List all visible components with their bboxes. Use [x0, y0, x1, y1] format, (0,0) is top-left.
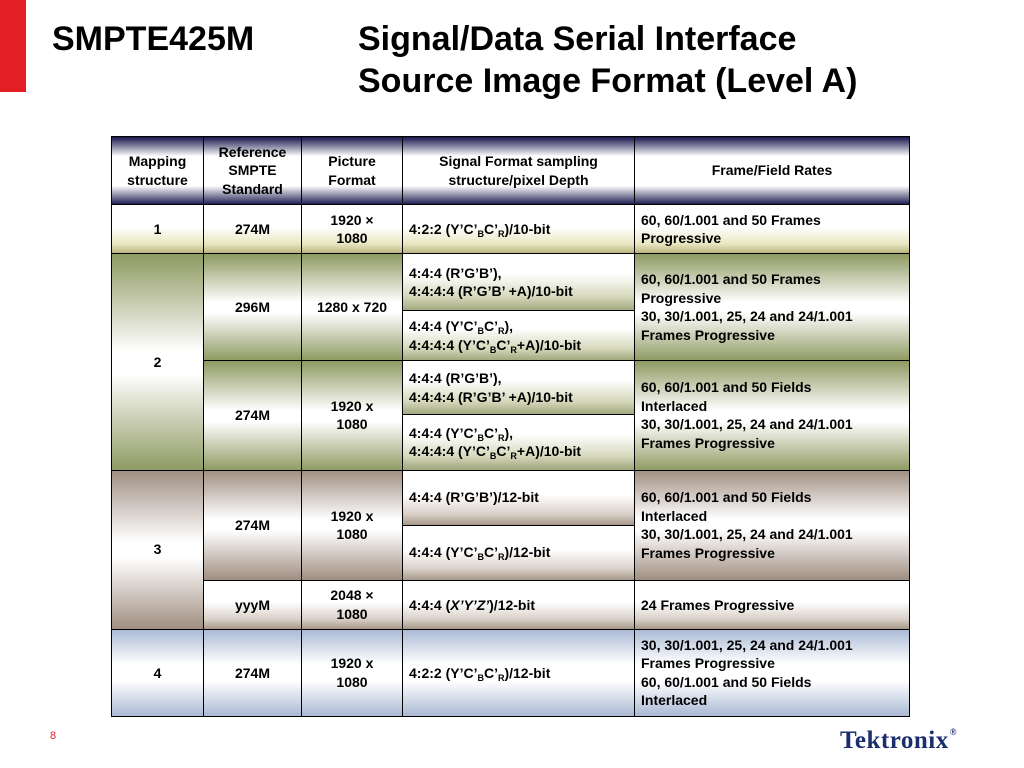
signal-cell: 4:4:4 (Y’C’BC’R), 4:4:4:4 (Y’C’BC’R+A)/10… — [402, 414, 635, 471]
header-picture: Picture Format — [301, 135, 403, 206]
rates-cell: 60, 60/1.001 and 50 Fields Interlaced 30, … — [634, 360, 910, 471]
standard-cell: 274M — [203, 360, 302, 471]
logo-text: Tektronix — [840, 727, 949, 754]
title-line-2: Source Image Format (Level A) — [358, 62, 858, 100]
picture-cell: 1920 × 1080 — [301, 204, 403, 255]
signal-cell: 4:4:4 (X’Y’Z’)/12-bit — [402, 579, 635, 630]
picture-line: 1920 × — [330, 211, 374, 228]
picture-cell: 1920 x 1080 — [301, 469, 403, 581]
table-row: 3 274M 1920 x 1080 4:4:4 (R’G’B’)/12-bit … — [111, 469, 910, 630]
table-row: 1 274M 1920 × 1080 4:2:2 (Y’C’BC’R)/10-bi… — [111, 204, 910, 255]
picture-cell: 1920 x 1080 — [301, 360, 403, 471]
table-row: yyyM 2048 × 1080 4:4:4 (X’Y’Z’)/12-bit 24… — [111, 579, 910, 630]
mapping-cell: 3 — [111, 469, 204, 630]
signal-cell: 4:4:4 (Y’C’BC’R)/12-bit — [402, 524, 635, 581]
rates-cell: 60, 60/1.001 and 50 Frames Progressive 30,… — [634, 253, 910, 362]
picture-cell: 2048 × 1080 — [301, 579, 403, 630]
title-line-1: Signal/Data Serial Interface — [358, 20, 797, 58]
accent-bar — [0, 0, 26, 92]
picture-cell: 1920 x 1080 — [301, 628, 403, 718]
table-row: 274M 1920 x 1080 4:4:4 (R’G’B’), 4:4:4:4 (… — [111, 360, 910, 471]
header-mapping: Mapping structure — [111, 135, 204, 206]
mapping-cell: 1 — [111, 204, 204, 255]
mapping-cell: 2 — [111, 253, 204, 471]
signal-cell: 4:4:4 (R’G’B’), 4:4:4:4 (R’G’B’ +A)/10-bi… — [402, 253, 635, 312]
header-signal: Signal Format sampling structure/pixel D… — [402, 135, 635, 206]
rates-cell: 60, 60/1.001 and 50 Fields Interlaced 30, … — [634, 469, 910, 581]
signal-cell: 4:4:4 (R’G’B’), 4:4:4:4 (R’G’B’ +A)/10-bi… — [402, 360, 635, 416]
standard-cell: 274M — [203, 469, 302, 581]
picture-cell: 1280 x 720 — [301, 253, 403, 362]
signal-cell: 4:2:2 (Y’C’BC’R)/12-bit — [402, 628, 635, 718]
mapping-cell: 4 — [111, 628, 204, 718]
signal-cell: 4:4:4 (Y’C’BC’R), 4:4:4:4 (Y’C’BC’R+A)/10… — [402, 310, 635, 362]
table-row: 4 274M 1920 x 1080 4:2:2 (Y’C’BC’R)/12-bi… — [111, 628, 910, 718]
header-row: Mapping structure Reference SMPTE Standa… — [111, 135, 910, 206]
slide-title-description: Signal/Data Serial Interface Source Imag… — [358, 18, 857, 102]
standard-cell: 274M — [203, 628, 302, 718]
standard-cell: 274M — [203, 204, 302, 255]
signal-cell: 4:2:2 (Y’C’BC’R)/10-bit — [402, 204, 635, 255]
tektronix-logo: Tektronix® — [840, 727, 957, 755]
header-rates: Frame/Field Rates — [634, 135, 910, 206]
picture-line: 1080 — [336, 230, 368, 247]
rates-cell: 60, 60/1.001 and 50 Frames Progressive — [634, 204, 910, 255]
standard-cell: 296M — [203, 253, 302, 362]
table-row: 2 296M 1280 x 720 4:4:4 (R’G’B’), 4:4:4:4… — [111, 253, 910, 471]
slide-title-standard: SMPTE425M — [52, 20, 255, 58]
header-standard: Reference SMPTE Standard — [203, 135, 302, 206]
signal-cell: 4:4:4 (R’G’B’)/12-bit — [402, 469, 635, 526]
rates-cell: 24 Frames Progressive — [634, 579, 910, 630]
image-format-table: Mapping structure Reference SMPTE Standa… — [111, 135, 910, 718]
page-number: 8 — [50, 730, 57, 742]
standard-cell: yyyM — [203, 579, 302, 630]
rates-cell: 30, 30/1.001, 25, 24 and 24/1.001 Frames … — [634, 628, 910, 718]
registered-mark: ® — [949, 727, 957, 737]
